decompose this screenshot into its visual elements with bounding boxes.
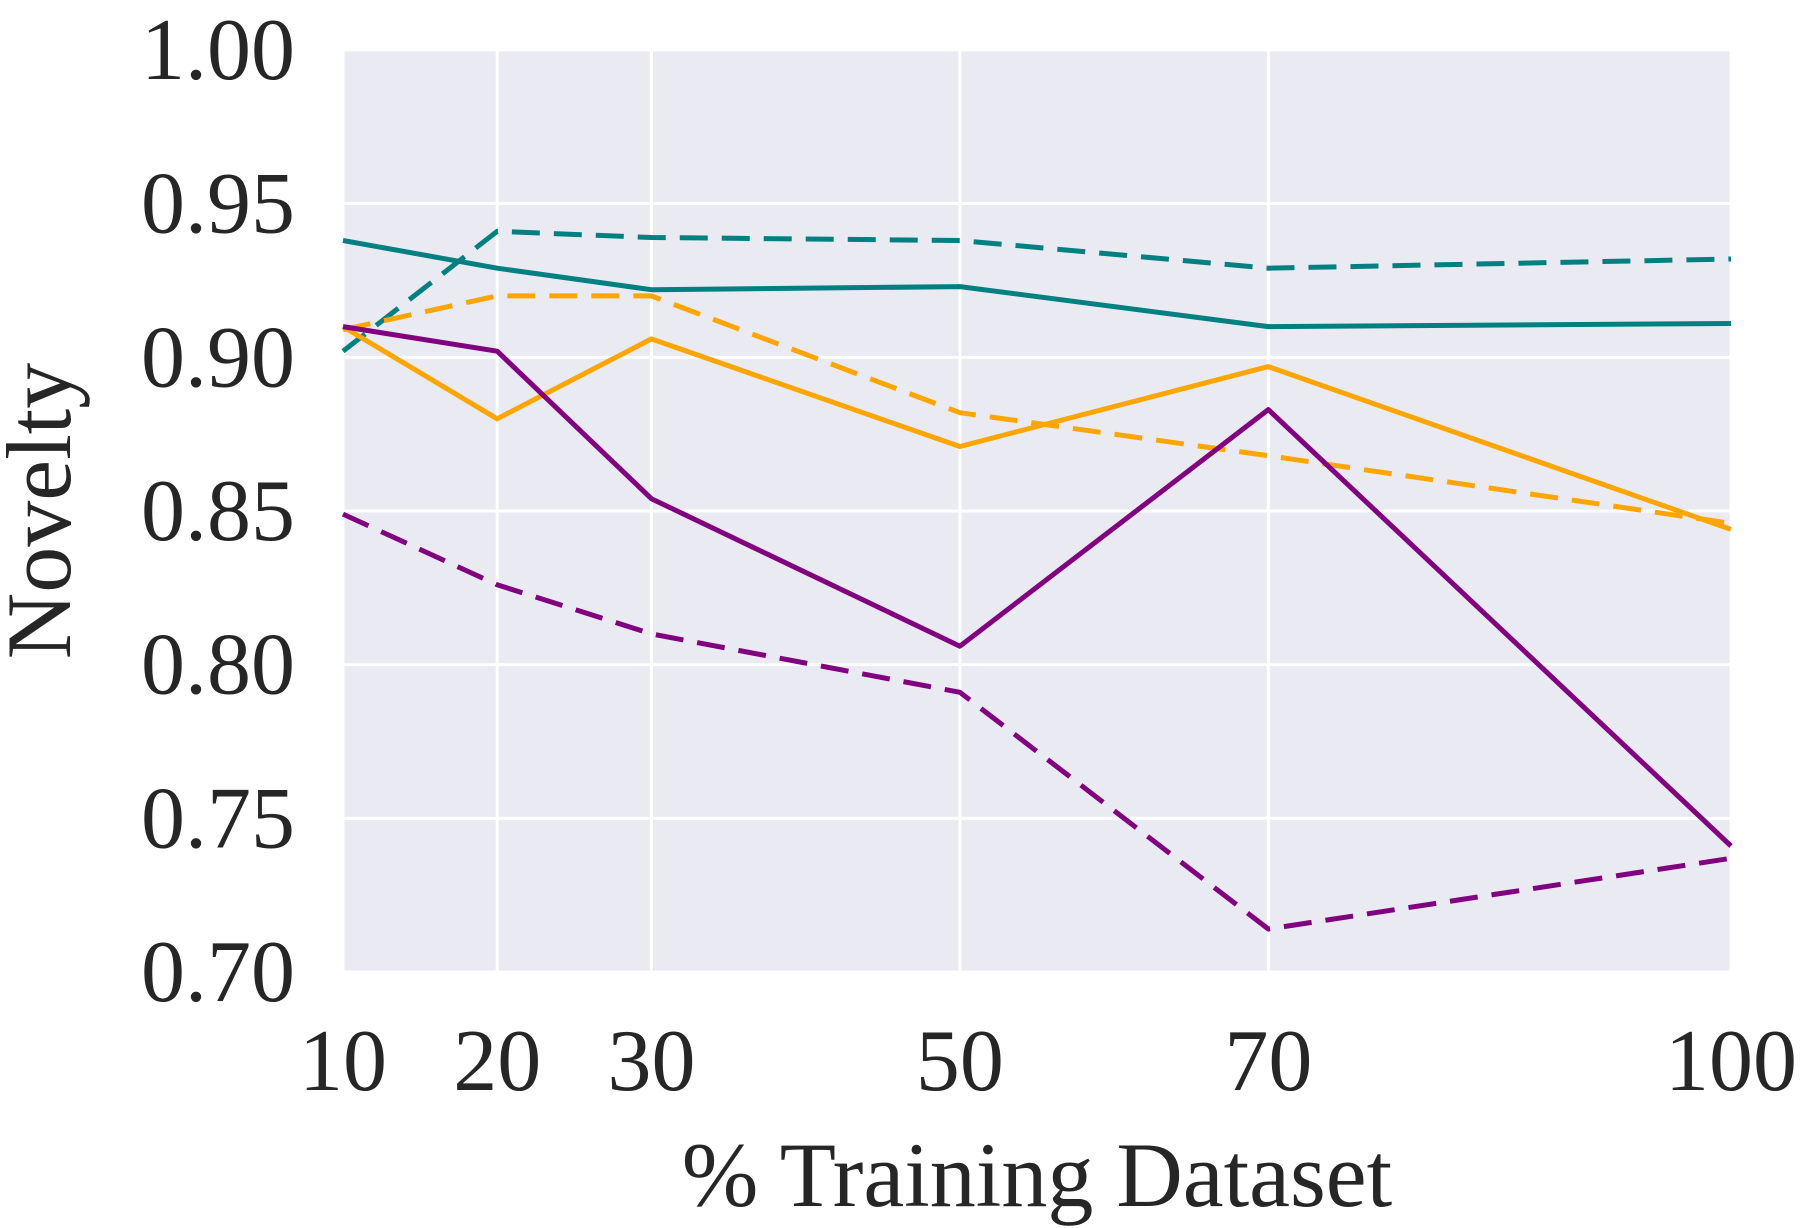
- series-line-purple-solid: [342, 324, 1733, 848]
- y-tick-label-0.70: 0.70: [141, 924, 295, 1021]
- y-axis-label: Novelty: [0, 363, 90, 659]
- x-tick-label-70: 70: [1224, 1013, 1312, 1110]
- y-axis-ticks: 0.70 0.75 0.80 0.85 0.90 0.95 1.00: [141, 2, 295, 1021]
- x-tick-label-20: 20: [453, 1013, 541, 1110]
- series-line-teal-solid: [342, 238, 1732, 330]
- series-line-orange-solid: [341, 324, 1732, 532]
- x-axis-label: % Training Dataset: [682, 1124, 1393, 1226]
- x-tick-label-100: 100: [1665, 1013, 1797, 1110]
- y-tick-label-0.80: 0.80: [141, 617, 295, 714]
- x-axis-ticks: 10 20 30 50 70 100: [299, 1013, 1797, 1110]
- y-tick-label-1.00: 1.00: [141, 2, 295, 99]
- series-line-orange-dashed: [342, 293, 1732, 526]
- y-tick-label-0.95: 0.95: [141, 156, 295, 253]
- series-orange-dashed: [342, 293, 1732, 526]
- y-tick-label-0.90: 0.90: [141, 309, 295, 406]
- series-line-purple-dashed: [341, 511, 1732, 932]
- x-tick-label-30: 30: [607, 1013, 695, 1110]
- x-tick-label-10: 10: [299, 1013, 387, 1110]
- data-series: [341, 228, 1733, 932]
- series-purple-solid: [342, 324, 1733, 848]
- y-tick-label-0.75: 0.75: [141, 770, 295, 867]
- grid-lines: [341, 48, 1733, 974]
- series-purple-dashed: [341, 511, 1732, 932]
- series-teal-solid: [342, 238, 1732, 330]
- y-tick-label-0.85: 0.85: [141, 463, 295, 560]
- x-tick-label-50: 50: [916, 1013, 1004, 1110]
- series-teal-dashed: [341, 228, 1732, 354]
